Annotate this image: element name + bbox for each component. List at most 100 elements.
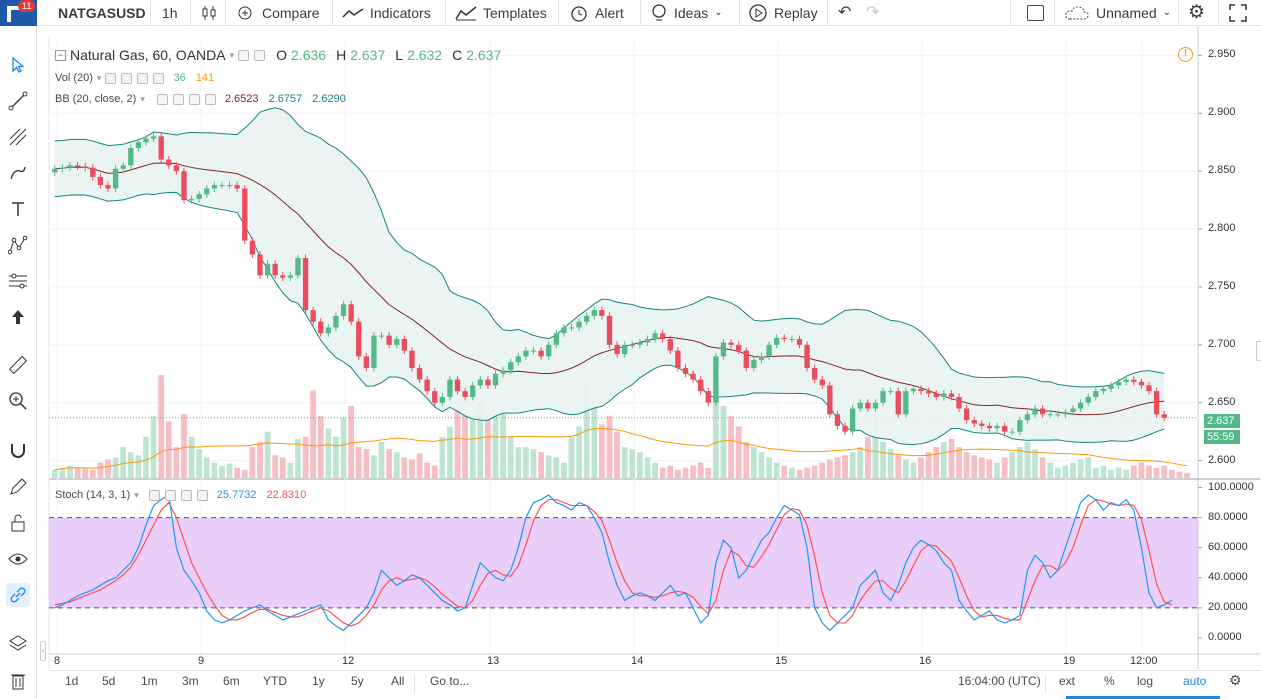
candle (614, 341, 620, 358)
remove-drawings-tool[interactable] (6, 669, 30, 693)
candle-body (378, 335, 385, 337)
volume-bar (1062, 465, 1069, 478)
extended-hours-toggle[interactable]: ext (1059, 674, 1076, 688)
layout-select-button[interactable] (1027, 0, 1044, 26)
candle-body (1131, 379, 1137, 382)
range-5d[interactable]: 5d (102, 674, 116, 688)
chevron-down-icon[interactable]: ▾ (96, 72, 102, 83)
zoom-in-icon (9, 392, 27, 410)
magnet-tool[interactable] (6, 439, 30, 463)
series-more-icon[interactable] (254, 49, 266, 61)
replay-button[interactable]: Replay (748, 0, 818, 26)
chart-style-button[interactable] (200, 0, 218, 26)
redo-button[interactable]: ↷ (866, 0, 879, 26)
left-panel-collapse[interactable]: ‹ (40, 641, 46, 661)
right-panel-collapse[interactable] (1256, 341, 1261, 361)
candle (887, 387, 894, 395)
range-5y[interactable]: 5y (351, 674, 364, 688)
visibility-icon[interactable] (148, 489, 160, 501)
app-logo[interactable]: 11 (0, 0, 37, 26)
series-settings-icon[interactable] (238, 49, 250, 61)
gear-icon[interactable]: ⚙ (1229, 672, 1242, 688)
pitchfork-icon (9, 128, 27, 146)
candle-body (667, 339, 673, 351)
candle (667, 335, 673, 355)
gear-icon[interactable] (121, 72, 133, 84)
data-warning-icon[interactable]: ! (1178, 47, 1193, 62)
ideas-button[interactable]: Ideas ⌄ (650, 0, 723, 26)
range-6m[interactable]: 6m (223, 674, 240, 688)
chevron-down-icon[interactable]: ▾ (134, 489, 139, 500)
stay-drawing-tool[interactable] (6, 475, 30, 499)
collapse-legend-icon[interactable]: − (55, 49, 66, 61)
stoch-k-value: 25.7732 (216, 489, 257, 501)
templates-button[interactable]: Templates (455, 0, 547, 26)
prediction-tool[interactable] (6, 269, 30, 293)
brush-tool[interactable] (6, 161, 30, 185)
object-tree-tool[interactable] (6, 631, 30, 655)
visibility-icon[interactable] (156, 93, 168, 105)
gear-icon[interactable] (172, 93, 184, 105)
text-tool[interactable] (6, 197, 30, 221)
pitchfork-tool[interactable] (6, 125, 30, 149)
candle (112, 165, 119, 192)
lock-drawings-tool[interactable] (6, 511, 30, 535)
more-icon[interactable] (180, 489, 192, 501)
range-all[interactable]: All (391, 674, 405, 688)
log-scale-toggle[interactable]: log (1137, 674, 1154, 688)
arrow-up-tool[interactable] (6, 305, 30, 329)
gear-icon[interactable] (164, 489, 176, 501)
compare-button[interactable]: Compare (236, 0, 320, 26)
chevron-down-icon: ⌄ (1162, 7, 1172, 18)
gear-icon: ⚙ (1188, 2, 1206, 23)
chevron-down-icon[interactable]: ▾ (140, 93, 145, 104)
chevron-down-icon[interactable]: ▾ (229, 49, 235, 60)
percent-scale-toggle[interactable]: % (1104, 674, 1115, 688)
candle-body (789, 339, 795, 341)
cursor-tool[interactable] (6, 53, 30, 77)
alert-button[interactable]: Alert (569, 0, 624, 26)
close-icon[interactable] (204, 93, 216, 105)
auto-scale-toggle[interactable]: auto (1183, 674, 1207, 688)
zoom-tool[interactable] (6, 389, 30, 413)
range-ytd[interactable]: YTD (263, 674, 287, 688)
more-icon[interactable] (188, 93, 200, 105)
volume-bar (386, 449, 393, 478)
more-icon[interactable] (137, 72, 149, 84)
settings-button[interactable]: ⚙ (1188, 0, 1205, 26)
indicators-button[interactable]: Indicators (342, 0, 431, 26)
candle (1047, 410, 1053, 418)
candle-body (409, 350, 415, 368)
close-icon[interactable] (153, 72, 165, 84)
range-1d[interactable]: 1d (65, 674, 79, 688)
candle-body (865, 402, 871, 409)
candle (736, 341, 742, 355)
candle (925, 387, 932, 397)
pattern-tool[interactable] (6, 233, 30, 257)
symbol-search[interactable]: NATGASUSD (58, 0, 146, 26)
candle-body (287, 275, 294, 278)
volume-bar (469, 416, 476, 478)
hide-drawings-tool[interactable] (6, 547, 30, 571)
range-1m[interactable]: 1m (141, 674, 158, 688)
measure-tool[interactable] (6, 353, 30, 377)
undo-button[interactable]: ↶ (838, 0, 851, 26)
fullscreen-button[interactable] (1228, 0, 1248, 26)
clock-time[interactable]: 16:04:00 (UTC) (958, 674, 1041, 688)
visibility-icon[interactable] (105, 72, 117, 84)
range-3m[interactable]: 3m (182, 674, 199, 688)
trendline-tool[interactable] (6, 89, 30, 113)
interval-button[interactable]: 1h (162, 0, 178, 26)
candle (796, 335, 803, 349)
save-layout-button[interactable]: Unnamed ⌄ (1064, 0, 1171, 26)
candle-body (432, 391, 438, 403)
close-icon[interactable] (196, 489, 208, 501)
candle (143, 135, 149, 146)
candle (819, 376, 825, 389)
volume-bar (1092, 467, 1099, 478)
range-1y[interactable]: 1y (312, 674, 325, 688)
volume-bar (811, 465, 818, 478)
volume-bar (819, 462, 826, 478)
sync-drawings-tool[interactable] (6, 583, 30, 607)
goto-button[interactable]: Go to... (430, 674, 470, 688)
